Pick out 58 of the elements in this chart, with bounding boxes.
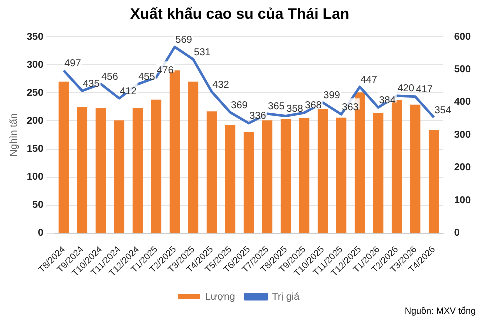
- bar: [132, 108, 144, 233]
- bar: [280, 120, 292, 233]
- legend-label: Trị giá: [272, 292, 300, 303]
- data-label: 417: [416, 84, 434, 96]
- bar: [428, 130, 440, 233]
- data-label: 363: [342, 102, 360, 114]
- data-label: 358: [286, 104, 304, 115]
- data-label: 432: [212, 80, 230, 91]
- bar: [151, 100, 162, 233]
- bar: [373, 113, 384, 233]
- data-label: 420: [398, 84, 415, 95]
- data-label: 365: [268, 102, 286, 113]
- data-label: 369: [231, 100, 248, 112]
- y-tick-label: 350: [26, 32, 44, 43]
- data-label: 497: [64, 58, 82, 70]
- y-axis-title: Nghìn tấn: [8, 114, 20, 157]
- y2-tick-label: 0: [454, 228, 460, 240]
- data-label: 354: [434, 105, 452, 116]
- y-tick-label: 300: [26, 60, 44, 71]
- data-label: 531: [194, 47, 212, 58]
- chart-title: Xuất khẩu cao su của Thái Lan: [129, 6, 351, 23]
- y2-tick-label: 300: [454, 130, 472, 141]
- y2-tick-label: 200: [454, 162, 472, 174]
- y2-tick-label: 100: [454, 195, 472, 206]
- y-tick-label: 0: [38, 228, 44, 240]
- text: Nguồn: MXV tổng: [404, 306, 476, 316]
- data-label: 435: [83, 78, 100, 90]
- bar: [96, 108, 106, 233]
- bar: [244, 132, 254, 233]
- bar: [299, 118, 310, 233]
- y-tick-label: 150: [26, 144, 44, 156]
- bar: [188, 82, 199, 233]
- y2-tick-label: 400: [454, 97, 472, 108]
- y-tick-label: 200: [26, 116, 44, 127]
- bar: [206, 112, 218, 233]
- bar: [410, 104, 421, 233]
- data-label: 569: [176, 34, 193, 46]
- data-label: 455: [138, 72, 156, 84]
- y-tick-label: 100: [26, 172, 44, 184]
- y2-tick-label: 600: [454, 32, 472, 43]
- bar: [114, 120, 125, 233]
- bar: [77, 107, 88, 233]
- data-label: 384: [379, 95, 396, 106]
- bar: [336, 118, 347, 233]
- data-label: 476: [157, 65, 174, 76]
- bar: [58, 82, 70, 233]
- data-label: 447: [360, 74, 378, 86]
- data-label: 336: [250, 111, 267, 122]
- bar: [225, 125, 236, 233]
- data-label: 399: [324, 90, 341, 102]
- y2-tick-label: 500: [454, 64, 472, 76]
- y-tick-label: 250: [26, 88, 44, 99]
- bar: [262, 120, 273, 233]
- data-label: 412: [120, 86, 138, 98]
- y-tick-label: 50: [32, 200, 44, 212]
- data-label: 368: [305, 100, 322, 112]
- data-label: 456: [102, 72, 119, 83]
- legend-label: Lượng: [205, 292, 236, 303]
